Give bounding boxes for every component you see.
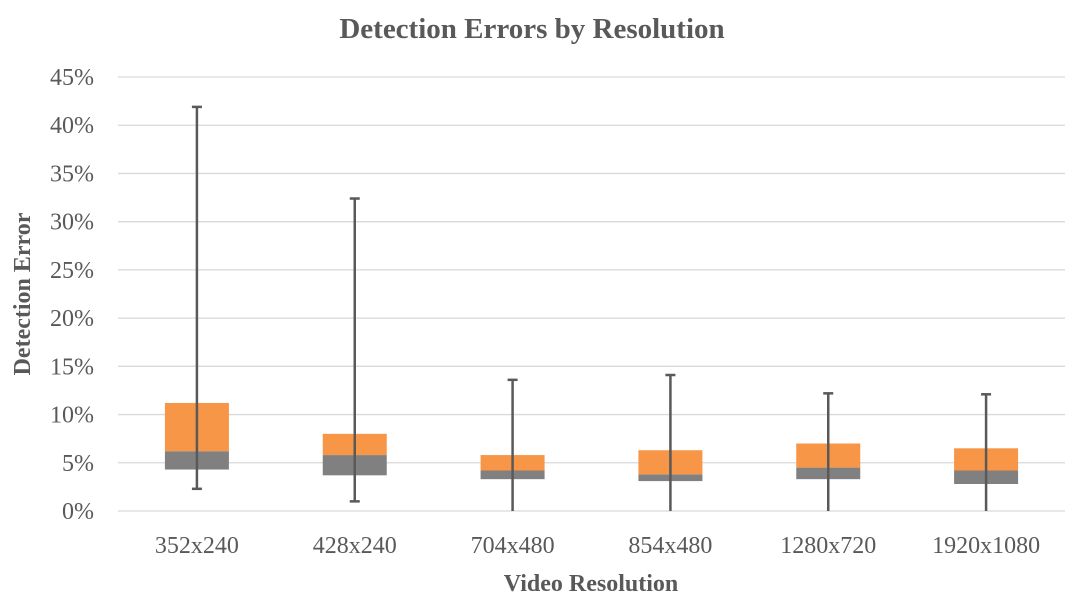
y-tick-label: 0% xyxy=(62,499,94,525)
y-tick-label: 15% xyxy=(50,354,94,380)
x-tick-label: 1280x720 xyxy=(780,533,876,559)
y-tick-label: 20% xyxy=(50,306,94,332)
x-tick-label: 428x240 xyxy=(313,533,397,559)
box-1280x720 xyxy=(796,392,861,511)
chart-title: Detection Errors by Resolution xyxy=(339,13,724,45)
y-axis-title: Detection Error xyxy=(10,212,36,375)
x-tick-label: 352x240 xyxy=(155,533,239,559)
x-axis-title: Video Resolution xyxy=(504,571,678,597)
box-854x480 xyxy=(638,373,703,511)
boxes xyxy=(164,105,1019,511)
y-tick-label: 45% xyxy=(50,65,94,91)
x-tick-label: 854x480 xyxy=(628,533,712,559)
x-tick-label: 1920x1080 xyxy=(932,533,1040,559)
x-tick-label: 704x480 xyxy=(471,533,555,559)
y-tick-label: 10% xyxy=(50,403,94,429)
y-tick-label: 30% xyxy=(50,210,94,236)
y-tick-label: 35% xyxy=(50,161,94,187)
box-1920x1080 xyxy=(954,393,1019,511)
gridlines xyxy=(118,76,1065,512)
y-tick-label: 40% xyxy=(50,113,94,139)
y-tick-label: 5% xyxy=(62,451,94,477)
box-352x240 xyxy=(164,105,229,491)
box-428x240 xyxy=(322,197,387,503)
y-axis-tick-labels: 0% 5% 10% 15% 20% 25% 30% 35% 40% 45% xyxy=(50,65,94,525)
y-tick-label: 25% xyxy=(50,258,94,284)
x-axis-tick-labels: 352x240 428x240 704x480 854x480 1280x720 1920… xyxy=(155,533,1040,559)
box-704x480 xyxy=(480,378,545,511)
